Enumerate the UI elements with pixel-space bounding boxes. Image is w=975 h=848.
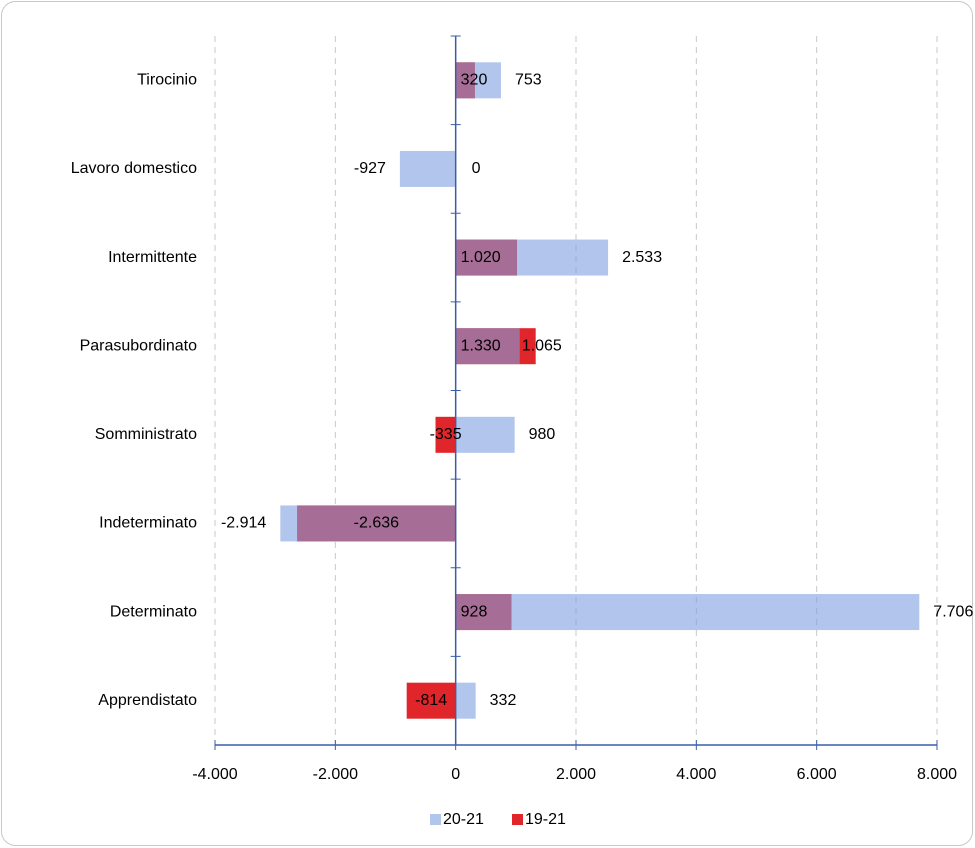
value-label: 1.065: [522, 337, 562, 354]
bar: [435, 416, 456, 453]
value-label: 753: [515, 72, 542, 89]
bar: [455, 416, 515, 453]
y-tick-label: Somministrato: [95, 426, 197, 443]
value-label: 1.330: [461, 337, 501, 354]
bar: [399, 150, 456, 187]
bar: [406, 682, 456, 719]
value-label: 1.020: [461, 249, 501, 266]
value-label: 332: [490, 692, 517, 709]
x-tick-label: 4.000: [676, 766, 716, 783]
y-tick-label: Intermittente: [108, 249, 197, 266]
bar: [455, 62, 501, 99]
legend-swatch: [430, 814, 441, 825]
legend-label: 19-21: [525, 811, 566, 828]
x-tick-label: -4.000: [192, 766, 237, 783]
x-tick-label: 8.000: [917, 766, 957, 783]
value-label: -814: [415, 692, 447, 709]
value-label: 2.533: [622, 249, 662, 266]
x-tick-label: 6.000: [797, 766, 837, 783]
value-label: -2.914: [221, 515, 266, 532]
value-label: -927: [354, 160, 386, 177]
bar: [455, 594, 920, 631]
value-label: -335: [430, 426, 462, 443]
x-tick-label: -2.000: [313, 766, 358, 783]
legend-label: 20-21: [443, 811, 484, 828]
value-label: -2.636: [354, 515, 399, 532]
y-tick-label: Parasubordinato: [80, 337, 198, 354]
x-tick-label: 0: [451, 766, 460, 783]
value-label: 0: [472, 160, 481, 177]
x-tick-label: 2.000: [556, 766, 596, 783]
bar: [455, 682, 476, 719]
legend-swatch: [512, 814, 523, 825]
y-tick-label: Tirocinio: [137, 72, 197, 89]
y-tick-label: Determinato: [110, 603, 197, 620]
bar: [455, 239, 609, 276]
value-label: 928: [461, 603, 488, 620]
y-tick-label: Lavoro domestico: [71, 160, 197, 177]
value-label: 7.706: [933, 603, 973, 620]
y-tick-label: Apprendistato: [98, 692, 197, 709]
bar: [455, 328, 520, 365]
bar: [280, 505, 456, 542]
value-label: 320: [461, 72, 488, 89]
y-tick-label: Indeterminato: [99, 515, 197, 532]
value-label: 980: [529, 426, 556, 443]
